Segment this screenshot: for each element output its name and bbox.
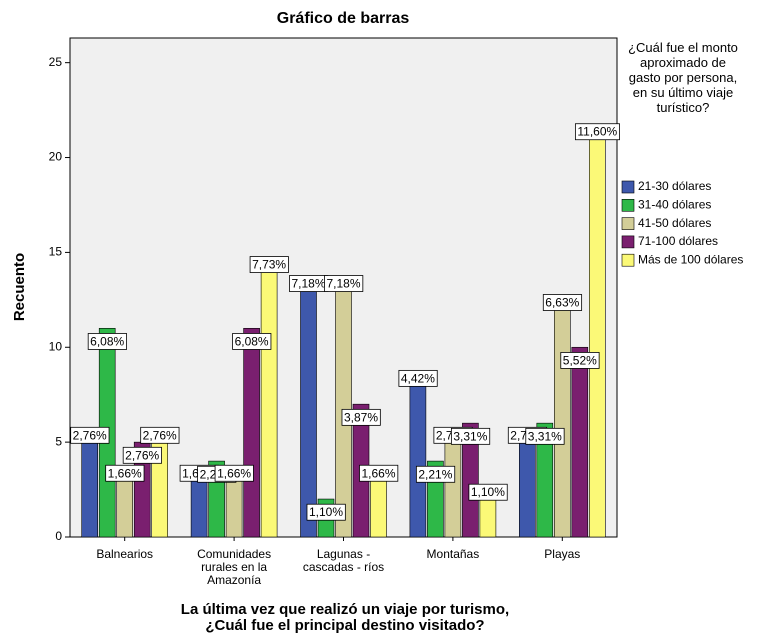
value-label-box: [140, 426, 180, 444]
value-label: 3,31%: [528, 429, 562, 443]
x-axis-title: La última vez que realizó un viaje por t…: [180, 601, 510, 634]
value-label-box: [87, 333, 127, 350]
value-label-box: [415, 465, 456, 483]
value-label-box: [324, 275, 364, 292]
value-label: 5,52%: [563, 353, 597, 367]
bar: [243, 327, 260, 538]
bar: [553, 309, 571, 538]
value-label-box: [306, 503, 346, 521]
x-tick-label: Playas: [544, 547, 581, 561]
bar: [479, 498, 497, 538]
value-label-box: [70, 426, 110, 444]
bar: [444, 441, 462, 538]
bar: [462, 422, 479, 538]
y-tick-label: 10: [49, 339, 63, 353]
value-label-box: [525, 427, 565, 445]
value-label-box: [560, 352, 600, 369]
x-tick-label: Montañas: [426, 547, 480, 561]
legend-swatch: [621, 253, 635, 267]
bar: [588, 138, 606, 538]
bar: [370, 479, 387, 538]
legend-label: 21-30 dólares: [638, 179, 711, 193]
value-label: 1,66%: [217, 466, 251, 480]
bar: [536, 422, 554, 538]
value-label-box: [105, 464, 145, 482]
y-tick-label: 0: [55, 529, 62, 543]
bar: [190, 479, 208, 538]
value-label: 1,66%: [108, 466, 142, 480]
value-label: 11,60%: [577, 125, 617, 139]
value-label-box: [359, 464, 399, 482]
value-label-box: [232, 333, 272, 350]
value-label-box: [122, 446, 162, 464]
value-label: 4,42%: [401, 371, 435, 385]
bar: [409, 384, 427, 538]
value-label: 1,10%: [309, 505, 343, 519]
y-axis-title: Recuento: [11, 253, 28, 321]
legend-swatch: [621, 217, 635, 230]
value-label-box: [214, 464, 254, 482]
y-tick-label: 5: [55, 434, 62, 448]
bar: [518, 441, 536, 538]
value-label: 7,18%: [326, 277, 360, 291]
legend-swatch: [621, 199, 635, 212]
legend-label: Más de 100 dólares: [638, 252, 743, 266]
value-label-box: [468, 483, 508, 501]
legend-label: 71-100 dólares: [638, 234, 718, 248]
y-tick-label: 15: [49, 245, 63, 259]
value-label-box: [398, 369, 438, 387]
value-label: 7,73%: [252, 258, 286, 272]
value-label-box: [249, 256, 289, 273]
legend-label: 41-50 dólares: [638, 216, 711, 230]
x-tick-label: Balnearios: [96, 547, 154, 561]
y-tick-label: 25: [49, 55, 63, 69]
value-label: 2,76%: [143, 428, 177, 442]
value-label: 2,76%: [125, 448, 159, 462]
value-label-box: [542, 294, 583, 311]
value-label: 7,18%: [291, 277, 325, 291]
value-label-box: [450, 427, 491, 445]
value-label-box: [574, 123, 620, 141]
y-tick-label: 20: [49, 150, 63, 164]
bar: [260, 271, 278, 538]
bar: [300, 290, 317, 538]
value-label: 1,66%: [361, 466, 395, 480]
legend-title: ¿Cuál fue el monto aproximado de gasto p…: [628, 40, 738, 115]
bar: [116, 479, 133, 538]
x-tick-label: Comunidades rurales en la Amazonía: [197, 547, 272, 587]
value-label: 1,10%: [471, 485, 505, 499]
legend-label: 31-40 dólares: [638, 197, 711, 211]
value-label: 3,31%: [453, 429, 487, 443]
value-label: 2,21%: [418, 467, 452, 481]
chart-title: Gráfico de barras: [277, 10, 410, 27]
value-label: 6,63%: [545, 295, 579, 309]
value-label: 3,87%: [344, 410, 378, 424]
legend-swatch: [621, 235, 635, 249]
value-label-box: [341, 408, 381, 426]
bar: [571, 346, 589, 538]
value-label: 6,08%: [90, 334, 124, 348]
value-label: 6,08%: [235, 334, 269, 348]
x-tick-label: Lagunas - cascadas - ríos: [302, 547, 385, 574]
legend-swatch: [621, 180, 635, 194]
bar: [81, 441, 98, 538]
bar: [225, 479, 243, 538]
value-label: 2,76%: [73, 428, 107, 442]
